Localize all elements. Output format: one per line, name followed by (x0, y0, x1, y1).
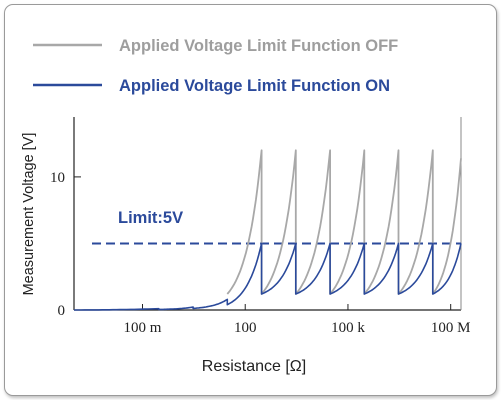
x-tick-label: 100 M (431, 320, 471, 336)
y-tick-label: 10 (50, 170, 65, 186)
series-off-line (226, 149, 462, 295)
chart-frame (4, 4, 497, 396)
plot-area: 0 10 100 m 100 100 k 100 M (50, 117, 470, 336)
legend-label-on: Applied Voltage Limit Function ON (119, 77, 390, 95)
legend: Applied Voltage Limit Function OFF Appli… (33, 37, 398, 95)
y-tick-label: 0 (58, 303, 66, 319)
legend-label-off: Applied Voltage Limit Function OFF (119, 37, 398, 55)
x-tick-label: 100 (234, 320, 257, 336)
x-tick-label: 100 m (124, 320, 162, 336)
y-axis-label: Measurement Voltage [V] (21, 133, 37, 296)
x-axis-label: Resistance [Ω] (202, 358, 306, 375)
x-tick-label: 100 k (331, 320, 365, 336)
series-on-line (74, 242, 462, 311)
limit-label: Limit:5V (118, 209, 183, 227)
